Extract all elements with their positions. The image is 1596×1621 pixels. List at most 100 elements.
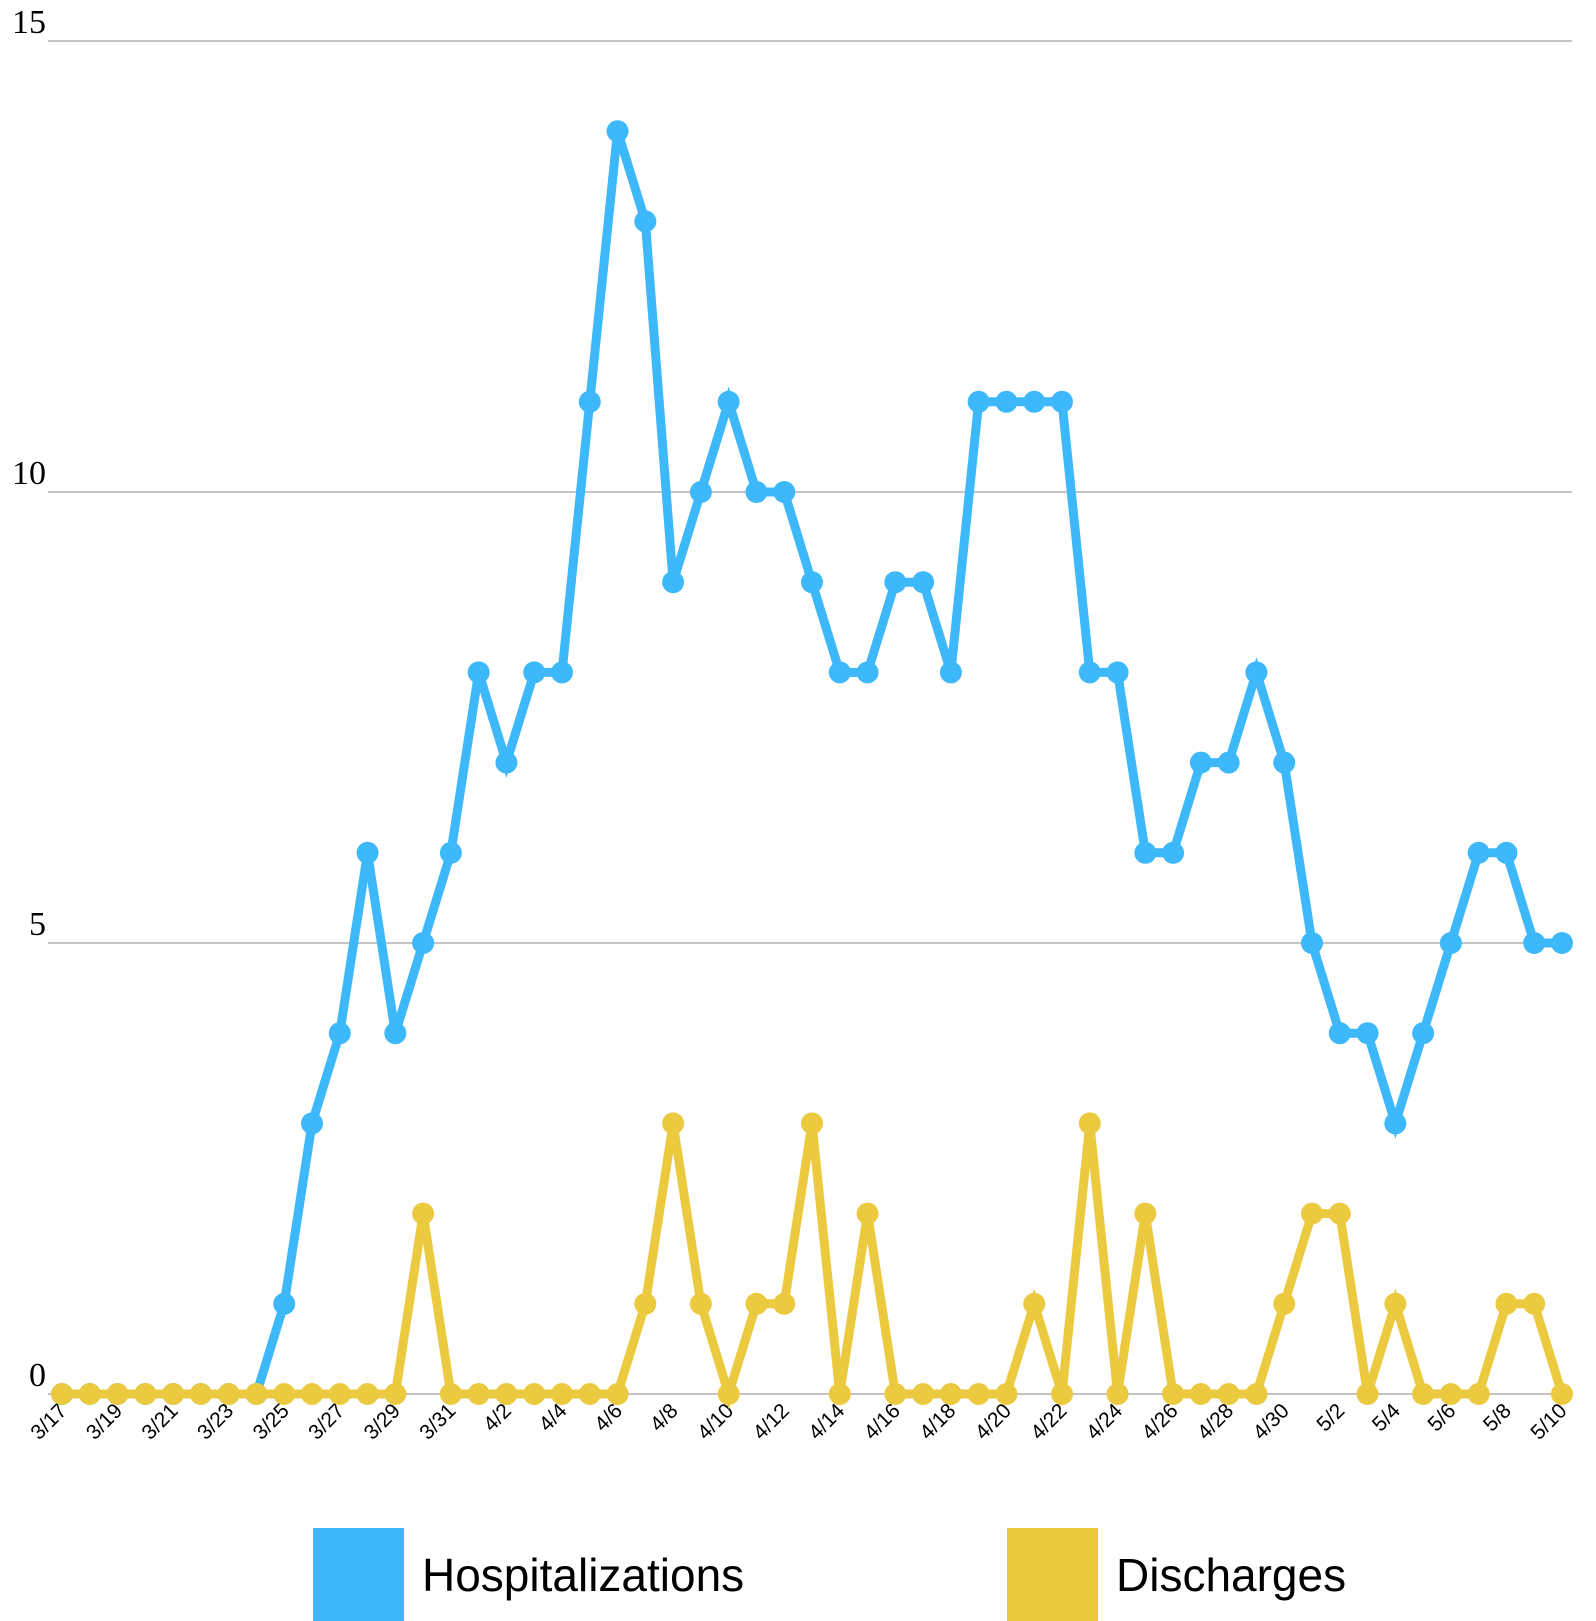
x-tick-label: 4/8 xyxy=(646,1399,683,1436)
data-point-hospitalizations xyxy=(773,481,796,503)
x-tick-label: 4/6 xyxy=(590,1399,627,1436)
data-point-discharges xyxy=(1384,1292,1407,1315)
data-point-hospitalizations xyxy=(1051,390,1073,413)
x-tick-label: 3/31 xyxy=(415,1399,460,1444)
data-point-discharges xyxy=(134,1383,157,1405)
y-tick-label: 15 xyxy=(12,4,46,41)
data-point-discharges xyxy=(328,1383,351,1405)
legend-swatch-discharges xyxy=(1007,1528,1098,1621)
data-point-discharges xyxy=(495,1383,518,1405)
x-tick-label: 3/21 xyxy=(137,1399,182,1444)
data-point-hospitalizations xyxy=(689,481,712,503)
data-point-hospitalizations xyxy=(301,1112,323,1135)
legend-swatch-hospitalizations xyxy=(313,1528,404,1621)
y-tick-label: 5 xyxy=(29,906,46,943)
data-point-discharges xyxy=(1495,1292,1518,1315)
data-point-discharges xyxy=(1023,1292,1046,1315)
data-point-discharges xyxy=(634,1292,657,1315)
data-point-hospitalizations xyxy=(856,661,879,684)
data-point-hospitalizations xyxy=(967,390,990,413)
series-layer xyxy=(51,120,1573,1410)
x-tick-label: 3/17 xyxy=(26,1399,71,1444)
data-point-hospitalizations xyxy=(1328,1022,1351,1045)
data-point-discharges xyxy=(995,1383,1018,1405)
data-point-discharges xyxy=(1217,1383,1240,1405)
x-tick-label: 5/6 xyxy=(1424,1399,1461,1436)
data-point-hospitalizations xyxy=(1162,841,1185,864)
data-point-hospitalizations xyxy=(578,390,601,413)
data-point-discharges xyxy=(967,1383,990,1405)
data-point-hospitalizations xyxy=(606,120,629,143)
data-point-discharges xyxy=(1523,1292,1546,1315)
data-point-discharges xyxy=(745,1292,768,1315)
legend: Hospitalizations Discharges xyxy=(0,1528,1596,1621)
legend-item-discharges: Discharges xyxy=(1007,1528,1346,1621)
x-tick-label: 5/4 xyxy=(1368,1399,1405,1436)
data-point-discharges xyxy=(273,1383,296,1405)
data-point-discharges xyxy=(162,1383,185,1405)
data-point-hospitalizations xyxy=(1078,661,1101,684)
data-point-hospitalizations xyxy=(884,571,907,594)
x-tick-label: 4/20 xyxy=(971,1399,1016,1444)
x-tick-label: 4/22 xyxy=(1026,1399,1071,1444)
data-point-discharges xyxy=(801,1112,823,1135)
data-point-discharges xyxy=(1467,1383,1490,1405)
data-point-discharges xyxy=(412,1202,435,1225)
data-point-discharges xyxy=(551,1383,573,1405)
data-point-discharges xyxy=(1106,1383,1129,1405)
data-point-discharges xyxy=(1328,1202,1351,1225)
gridlines xyxy=(48,40,1572,1395)
x-tick-label: 3/19 xyxy=(82,1399,127,1444)
data-point-hospitalizations xyxy=(1217,751,1240,774)
data-point-hospitalizations xyxy=(551,661,573,684)
data-point-hospitalizations xyxy=(801,571,823,594)
data-point-discharges xyxy=(1412,1383,1435,1405)
data-point-hospitalizations xyxy=(662,571,685,594)
data-point-discharges xyxy=(856,1202,879,1225)
x-tick-label: 4/18 xyxy=(915,1399,960,1444)
data-point-hospitalizations xyxy=(1551,932,1573,954)
x-tick-label: 5/2 xyxy=(1312,1399,1349,1436)
data-point-discharges xyxy=(1273,1292,1296,1315)
line-chart: 0 5 10 15 3/17 3/19 3/21 3/23 3/25 3/27 3/29 3/31 4… xyxy=(12,4,1573,1444)
data-point-discharges xyxy=(1189,1383,1212,1405)
data-point-discharges xyxy=(884,1383,907,1405)
data-point-hospitalizations xyxy=(634,210,657,233)
x-tick-label: 3/23 xyxy=(193,1399,238,1444)
data-point-hospitalizations xyxy=(467,661,490,684)
data-point-discharges xyxy=(1245,1383,1268,1405)
data-point-discharges xyxy=(578,1383,601,1405)
data-point-discharges xyxy=(384,1383,407,1405)
y-tick-label: 0 xyxy=(29,1357,46,1394)
data-point-discharges xyxy=(1051,1383,1073,1405)
x-tick-label: 4/4 xyxy=(535,1399,572,1436)
data-point-hospitalizations xyxy=(356,841,379,864)
data-point-discharges xyxy=(1162,1383,1185,1405)
data-point-hospitalizations xyxy=(1106,661,1129,684)
data-point-hospitalizations xyxy=(1189,751,1212,774)
data-point-hospitalizations xyxy=(523,661,546,684)
data-point-hospitalizations xyxy=(328,1022,351,1045)
x-tick-label: 4/12 xyxy=(749,1399,794,1444)
x-tick-label: 4/24 xyxy=(1082,1399,1127,1444)
legend-label-discharges: Discharges xyxy=(1116,1548,1347,1601)
data-point-discharges xyxy=(1439,1383,1462,1405)
data-point-hospitalizations xyxy=(1523,932,1546,954)
x-tick-label: 4/2 xyxy=(479,1399,516,1436)
legend-item-hospitalizations: Hospitalizations xyxy=(313,1528,744,1621)
data-point-discharges xyxy=(828,1383,851,1405)
data-point-discharges xyxy=(1356,1383,1379,1405)
data-point-hospitalizations xyxy=(1439,932,1462,954)
data-point-discharges xyxy=(245,1383,268,1405)
data-point-discharges xyxy=(912,1383,935,1405)
data-point-hospitalizations xyxy=(995,390,1018,413)
data-point-hospitalizations xyxy=(1384,1112,1407,1135)
x-tick-label: 4/30 xyxy=(1249,1399,1294,1444)
data-point-hospitalizations xyxy=(745,481,768,503)
y-tick-label: 10 xyxy=(12,455,46,492)
data-point-discharges xyxy=(189,1383,212,1405)
y-axis: 0 5 10 15 xyxy=(12,4,46,1394)
data-point-discharges xyxy=(939,1383,962,1405)
data-point-discharges xyxy=(606,1383,629,1405)
data-point-discharges xyxy=(1301,1202,1323,1225)
